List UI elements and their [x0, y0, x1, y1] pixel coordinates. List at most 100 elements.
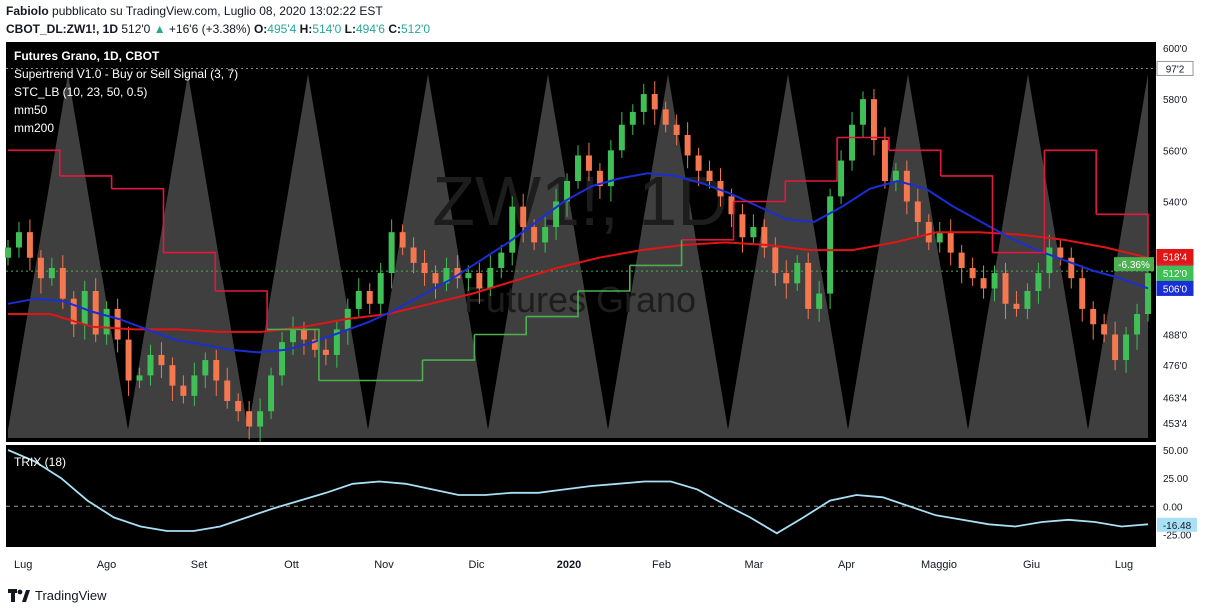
candle-body: [1123, 334, 1130, 361]
candle-body: [684, 134, 691, 156]
candle-body: [169, 365, 176, 386]
candle-body: [268, 375, 275, 412]
price-tick: 453'4: [1163, 419, 1188, 430]
open-value: 495'4: [267, 22, 297, 36]
tradingview-logo[interactable]: TradingView: [8, 588, 107, 603]
candle-body: [333, 329, 340, 355]
candle-body: [662, 109, 669, 125]
supertrend-segment: [267, 328, 320, 381]
change-badge-text: -6.36%: [1118, 260, 1150, 271]
price-labels: 97'2518'4512'6512'017:43506'0-6.36%-16.4…: [1114, 60, 1197, 532]
candle-body: [914, 201, 921, 222]
candle-body: [827, 196, 834, 294]
candle-body: [816, 293, 823, 309]
trix-line: [7, 449, 1149, 535]
candle-body: [213, 360, 220, 381]
trix-current-box: [1157, 517, 1197, 532]
price-tick: 476'0: [1163, 361, 1188, 372]
candle-body: [1002, 273, 1009, 304]
price-tick: 463'4: [1163, 393, 1188, 404]
supertrend-segment: [370, 360, 424, 382]
time-axis[interactable]: [0, 547, 1225, 577]
candle-body: [750, 227, 757, 238]
candle-body: [509, 206, 516, 253]
supertrend-segment: [526, 291, 579, 318]
supertrend-segment: [215, 290, 268, 330]
candle-body: [1024, 290, 1031, 309]
header-bar: Fabiolo pubblicato su TradingView.com, L…: [0, 0, 1225, 40]
candle-body: [1101, 324, 1108, 335]
ohlc-line: CBOT_DL:ZW1!, 1D 512'0 ▲ +16'6 (+3.38%) …: [6, 22, 430, 36]
supertrend-segment: [422, 334, 476, 361]
time-tick: Lug: [1115, 559, 1133, 571]
candle-body: [454, 267, 461, 279]
supertrend-segment: [8, 149, 61, 176]
candle-body: [783, 273, 790, 284]
candle-body: [158, 354, 165, 366]
candle-body: [1057, 247, 1064, 258]
candle-body: [564, 181, 571, 202]
candle-body: [355, 290, 362, 309]
candle-body: [114, 308, 121, 340]
chart-area[interactable]: ZW1!, 1D Futures Grano 600'0580'0560'054…: [0, 40, 1225, 584]
supertrend-segment: [1096, 213, 1149, 266]
time-tick: Nov: [374, 559, 394, 571]
candle-body: [1046, 247, 1053, 274]
candle-body: [257, 411, 264, 427]
candle-body: [849, 124, 856, 161]
candle-body: [1090, 308, 1097, 325]
candle-body: [585, 155, 592, 171]
price-label-box: [1156, 60, 1194, 76]
time-tick: 2020: [557, 559, 581, 571]
candle-body: [618, 124, 625, 151]
price-tick: 580'0: [1163, 95, 1188, 106]
candle-body: [728, 196, 735, 215]
candle-body: [465, 273, 472, 279]
supertrend-segment: [888, 149, 942, 176]
tradingview-logo-icon: [8, 588, 30, 602]
candle-body: [322, 349, 329, 355]
legend-trix: TRIX (18): [14, 455, 66, 469]
price-change: +16'6 (+3.38%): [168, 22, 251, 36]
supertrend-segment: [474, 316, 527, 336]
candle-body: [311, 339, 318, 350]
supertrend-segment: [629, 239, 683, 267]
candle-body: [103, 308, 110, 335]
legend-supertrend: Supertrend V1.0 - Buy or Sell Signal (3,…: [14, 67, 238, 81]
supertrend-segment: [578, 265, 631, 292]
candle-body: [498, 252, 505, 268]
price-label-text: 506'0: [1163, 284, 1188, 295]
candle-body: [136, 375, 143, 381]
candle-body: [202, 360, 209, 376]
supertrend-segment: [785, 137, 838, 182]
supertrend-segment: [1044, 149, 1097, 215]
time-tick: Feb: [652, 559, 671, 571]
price-tick: 600'0: [1163, 44, 1188, 55]
candle-body: [991, 273, 998, 289]
candle-body: [279, 342, 286, 376]
supertrend-segment: [163, 251, 217, 291]
price-tick: 540'0: [1163, 197, 1188, 208]
candle-body: [695, 155, 702, 171]
candle-body: [596, 170, 603, 187]
candle-body: [739, 214, 746, 238]
price-label-box: [1156, 248, 1194, 264]
candle-body: [443, 267, 450, 284]
candle-body: [1134, 314, 1141, 335]
candle-body: [520, 206, 527, 228]
candle-body: [794, 262, 801, 284]
price-tick: 560'0: [1163, 146, 1188, 157]
time-tick: Apr: [838, 559, 855, 571]
candle-body: [936, 232, 943, 243]
price-label-text: 97'2: [1166, 64, 1185, 75]
candle-body: [235, 400, 242, 412]
candle-body: [607, 150, 614, 187]
candle-body: [651, 94, 658, 110]
candle-body: [1079, 278, 1086, 309]
supertrend-segment: [992, 150, 1046, 254]
candle-body: [772, 247, 779, 274]
candle-body: [870, 99, 877, 141]
supertrend-segment: [59, 175, 113, 189]
close-label: C:: [388, 22, 401, 36]
candle-body: [892, 170, 899, 182]
